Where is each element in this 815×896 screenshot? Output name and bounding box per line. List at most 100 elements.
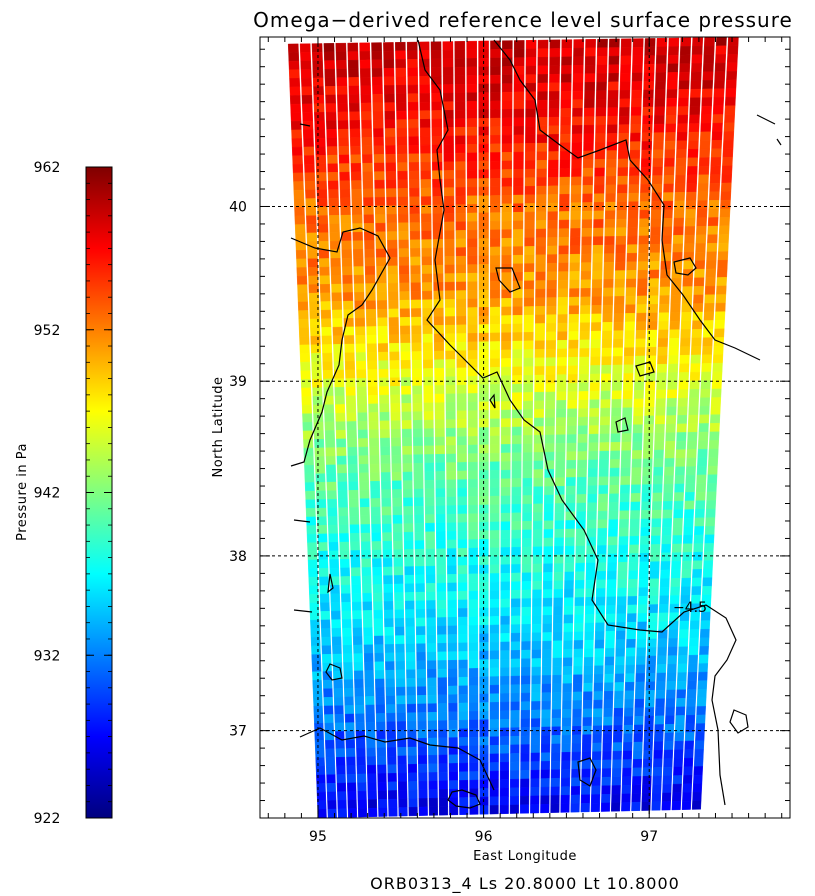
pressure-cell: [520, 778, 530, 788]
pressure-cell: [317, 223, 329, 234]
pressure-cell: [346, 773, 357, 784]
pressure-cell: [349, 532, 360, 543]
pressure-cell: [714, 71, 726, 81]
pressure-cell: [660, 552, 671, 562]
pressure-cell: [437, 668, 447, 678]
pressure-cell: [466, 66, 477, 76]
pressure-cell: [535, 245, 546, 256]
pressure-cell: [607, 562, 617, 572]
pressure-cell: [654, 423, 665, 434]
pressure-cell: [447, 668, 458, 678]
pressure-cell: [397, 179, 408, 189]
pressure-cell: [642, 449, 653, 460]
pressure-cell: [383, 59, 395, 69]
pressure-cell: [394, 600, 404, 611]
pressure-cell: [561, 760, 571, 770]
pressure-cell: [365, 696, 375, 706]
pressure-cell: [568, 356, 579, 367]
pressure-cell: [405, 617, 415, 628]
pressure-cell: [673, 509, 684, 519]
pressure-cell: [354, 317, 366, 327]
pressure-cell: [692, 37, 704, 47]
pressure-cell: [342, 627, 352, 637]
pressure-cell: [609, 476, 620, 486]
pressure-cell: [291, 129, 302, 139]
pressure-cell: [671, 552, 682, 562]
pressure-cell: [431, 101, 442, 111]
contour-line: [299, 727, 495, 791]
pressure-cell: [708, 200, 720, 210]
pressure-cell: [522, 469, 533, 479]
pressure-cell: [343, 300, 354, 310]
pressure-cell: [443, 84, 454, 94]
pressure-cell: [420, 136, 431, 146]
pressure-cell: [530, 735, 541, 745]
pressure-cell: [548, 99, 560, 109]
pressure-cell: [456, 427, 467, 437]
pressure-cell: [375, 713, 386, 723]
pressure-cell: [436, 539, 446, 550]
pressure-cell: [456, 393, 467, 403]
pressure-cell: [520, 770, 530, 780]
pressure-cell: [390, 428, 401, 439]
pressure-cell: [542, 589, 553, 599]
pressure-cell: [318, 232, 329, 242]
pressure-cell: [635, 681, 645, 691]
pressure-cell: [685, 483, 696, 493]
pressure-cell: [436, 565, 446, 575]
pressure-cell: [502, 40, 513, 50]
pressure-cell: [366, 756, 377, 766]
pressure-cell: [521, 641, 531, 651]
pressure-cell: [693, 286, 704, 296]
pressure-cell: [349, 524, 360, 534]
contour-line: [489, 393, 496, 409]
pressure-cell: [520, 692, 531, 702]
pressure-cell: [381, 506, 392, 516]
pressure-cell: [369, 437, 380, 448]
pressure-cell: [389, 351, 400, 361]
pressure-cell: [646, 664, 656, 674]
pressure-cell: [426, 617, 436, 627]
pressure-cell: [583, 133, 594, 143]
pressure-cell: [408, 127, 419, 137]
pressure-cell: [454, 66, 466, 76]
pressure-cell: [602, 751, 612, 761]
pressure-cell: [562, 691, 572, 702]
pressure-cell: [447, 616, 457, 627]
pressure-cell: [536, 151, 547, 161]
pressure-cell: [588, 433, 599, 443]
pressure-cell: [430, 41, 442, 51]
pressure-cell: [611, 407, 622, 417]
pressure-cell: [511, 572, 521, 582]
pressure-cell: [535, 306, 546, 316]
pressure-cell: [298, 318, 309, 328]
pressure-cell: [308, 576, 319, 587]
pressure-cell: [688, 406, 699, 416]
pressure-cell: [552, 631, 563, 642]
pressure-cell: [421, 230, 432, 240]
pressure-cell: [468, 633, 479, 643]
pressure-cell: [467, 315, 478, 325]
pressure-cell: [332, 309, 343, 319]
pressure-cell: [632, 776, 642, 786]
pressure-cell: [630, 510, 640, 520]
pressure-cell: [548, 108, 560, 118]
pressure-cell: [321, 653, 332, 664]
pressure-cell: [378, 377, 389, 387]
pressure-cell: [583, 674, 593, 684]
pressure-cell: [405, 626, 415, 636]
pressure-cell: [675, 715, 685, 725]
pressure-cell: [533, 512, 543, 522]
pressure-cell: [710, 165, 721, 175]
pressure-cell: [680, 337, 691, 347]
pressure-cell: [385, 661, 395, 671]
colorbar-label: Pressure in Pa: [15, 443, 30, 541]
pressure-cell: [521, 666, 531, 677]
pressure-cell: [490, 246, 501, 256]
pressure-cell: [530, 769, 540, 780]
pressure-cell: [595, 133, 606, 143]
pressure-cell: [591, 313, 602, 323]
pressure-cell: [574, 614, 584, 624]
pressure-cell: [595, 588, 606, 598]
pressure-cell: [694, 749, 704, 759]
